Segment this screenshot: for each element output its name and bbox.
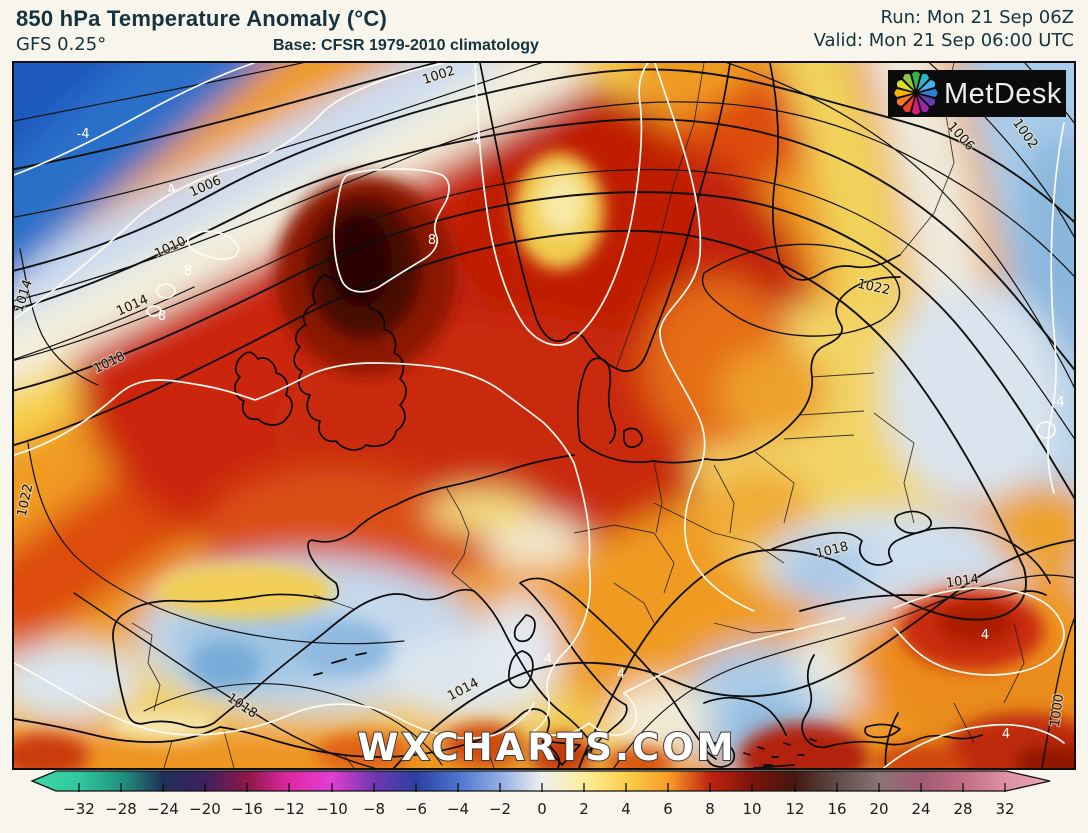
svg-text:32: 32	[995, 800, 1014, 818]
colorbar-ticks	[78, 783, 1006, 792]
svg-text:−4: −4	[447, 800, 469, 818]
svg-text:16: 16	[827, 800, 846, 818]
svg-text:−24: −24	[147, 800, 179, 818]
metdesk-logo-text: MetDesk	[944, 78, 1062, 110]
svg-text:−20: −20	[189, 800, 221, 818]
colorbar: −32 −28 −24 −20 −16 −12 −10 −8 −6 −4 −2 …	[30, 770, 1051, 818]
coastlines	[14, 63, 1051, 768]
anomaly-label: 8	[184, 264, 192, 279]
model-label: GFS 0.25°	[16, 34, 107, 55]
anomaly-contours	[14, 63, 1065, 768]
svg-text:−32: −32	[63, 800, 95, 818]
anomaly-label: 4	[617, 667, 625, 682]
run-time-label: Run: Mon 21 Sep 06Z	[880, 7, 1074, 28]
isobars	[14, 63, 1074, 768]
svg-text:−10: −10	[316, 800, 348, 818]
svg-text:−8: −8	[363, 800, 385, 818]
svg-text:20: 20	[869, 800, 888, 818]
colorbar-tick-labels: −32 −28 −24 −20 −16 −12 −10 −8 −6 −4 −2 …	[63, 800, 1014, 818]
svg-text:28: 28	[953, 800, 972, 818]
svg-text:2: 2	[579, 800, 589, 818]
anomaly-label: -4	[1052, 395, 1065, 410]
svg-text:24: 24	[911, 800, 930, 818]
anomaly-label: 4	[544, 652, 552, 667]
climatology-base-label: Base: CFSR 1979-2010 climatology	[273, 37, 539, 54]
svg-text:4: 4	[621, 800, 631, 818]
svg-text:6: 6	[663, 800, 673, 818]
svg-text:−2: −2	[489, 800, 511, 818]
pressure-label: 1000	[1048, 693, 1067, 728]
metdesk-logo: MetDesk	[888, 70, 1066, 117]
anomaly-label: 4	[981, 628, 989, 643]
watermark: WXCHARTS.COM	[358, 726, 737, 768]
svg-text:8: 8	[705, 800, 715, 818]
svg-text:−6: −6	[405, 800, 427, 818]
svg-text:−28: −28	[105, 800, 137, 818]
anomaly-label: 8	[428, 233, 436, 248]
svg-text:10: 10	[742, 800, 761, 818]
svg-text:−16: −16	[231, 800, 263, 818]
pressure-label: 1014	[945, 572, 980, 591]
anomaly-label: -4	[77, 127, 90, 142]
weather-map: 1002 1006 1010 1014 1014 1018 1022 1006 …	[12, 61, 1076, 770]
colorbar-gradient-bar	[30, 770, 1051, 792]
page-title: 850 hPa Temperature Anomaly (°C)	[16, 6, 387, 31]
anomaly-label: 4	[472, 133, 480, 148]
anomaly-label: 4	[1002, 727, 1010, 742]
anomaly-label: 8	[158, 309, 166, 324]
valid-time-label: Valid: Mon 21 Sep 06:00 UTC	[813, 30, 1074, 51]
anomaly-labels: -4 4 4 8 8 8 4 4 4 4 -4	[77, 127, 1065, 742]
svg-text:0: 0	[537, 800, 547, 818]
metdesk-pinwheel-icon	[894, 71, 938, 115]
svg-text:−12: −12	[273, 800, 305, 818]
svg-text:12: 12	[785, 800, 804, 818]
